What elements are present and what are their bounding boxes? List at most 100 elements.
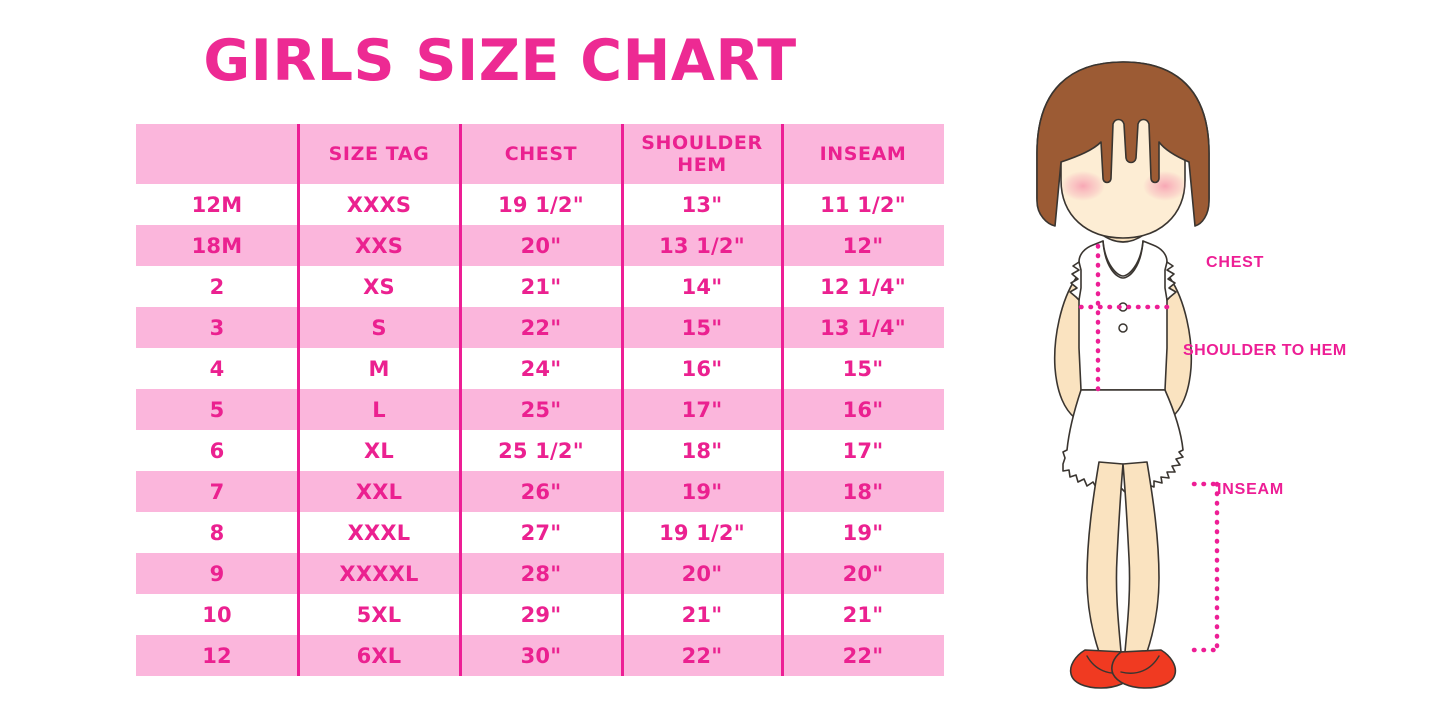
cell-shoulder-hem: 19 1/2" (622, 512, 782, 553)
cell-chest: 26" (460, 471, 622, 512)
column-divider-2 (459, 124, 462, 676)
cell-inseam: 13 1/4" (782, 307, 944, 348)
cell-size-tag: XXXXL (298, 553, 460, 594)
cell-size: 7 (136, 471, 298, 512)
cell-inseam: 18" (782, 471, 944, 512)
cell-size-tag: XXXL (298, 512, 460, 553)
table-row: 12M XXXS 19 1/2" 13" 11 1/2" (136, 184, 944, 225)
table-row: 5 L 25" 17" 16" (136, 389, 944, 430)
measurement-label-shoulder-to-hem: SHOULDER TO HEM (1183, 342, 1347, 359)
cell-size: 18M (136, 225, 298, 266)
table-row: 12 6XL 30" 22" 22" (136, 635, 944, 676)
table-row: 2 XS 21" 14" 12 1/4" (136, 266, 944, 307)
column-divider-3 (621, 124, 624, 676)
girl-figure-illustration (975, 38, 1275, 698)
table-row: 3 S 22" 15" 13 1/4" (136, 307, 944, 348)
cell-shoulder-hem: 13 1/2" (622, 225, 782, 266)
cell-inseam: 12" (782, 225, 944, 266)
inseam-measure-bracket (1191, 481, 1223, 653)
cell-shoulder-hem: 19" (622, 471, 782, 512)
blush-left (1061, 171, 1105, 201)
table-row: 8 XXXL 27" 19 1/2" 19" (136, 512, 944, 553)
cell-size-tag: XXS (298, 225, 460, 266)
cell-shoulder-hem: 21" (622, 594, 782, 635)
cell-size-tag: M (298, 348, 460, 389)
hair-front (1036, 61, 1210, 227)
shoe-right-strap (1120, 655, 1160, 674)
table-row: 6 XL 25 1/2" 18" 17" (136, 430, 944, 471)
cell-chest: 25 1/2" (460, 430, 622, 471)
cell-inseam: 16" (782, 389, 944, 430)
cell-inseam: 20" (782, 553, 944, 594)
size-chart-table-container: SIZE TAG CHEST SHOULDER HEM INSEAM 12M XX… (136, 124, 944, 676)
table-row: 10 5XL 29" 21" 21" (136, 594, 944, 635)
cell-chest: 30" (460, 635, 622, 676)
size-chart-table: SIZE TAG CHEST SHOULDER HEM INSEAM 12M XX… (136, 124, 944, 676)
cell-chest: 29" (460, 594, 622, 635)
cell-size: 6 (136, 430, 298, 471)
blush-right (1143, 171, 1187, 201)
table-body: 12M XXXS 19 1/2" 13" 11 1/2" 18M XXS 20" 13 1/2"… (136, 184, 944, 676)
cell-chest: 25" (460, 389, 622, 430)
sleeve-ruffle-right (1164, 261, 1177, 301)
cell-size-tag: 5XL (298, 594, 460, 635)
column-header-shoulder-hem: SHOULDER HEM (622, 124, 782, 184)
cell-inseam: 19" (782, 512, 944, 553)
cell-size-tag: S (298, 307, 460, 348)
column-divider-1 (297, 124, 300, 676)
column-header-inseam: INSEAM (782, 124, 944, 184)
cell-inseam: 22" (782, 635, 944, 676)
table-row: 18M XXS 20" 13 1/2" 12" (136, 225, 944, 266)
cell-size: 5 (136, 389, 298, 430)
column-header-size (136, 124, 298, 184)
skirt (1062, 389, 1184, 494)
cell-shoulder-hem: 13" (622, 184, 782, 225)
button-lower (1118, 323, 1128, 333)
cell-shoulder-hem: 22" (622, 635, 782, 676)
column-divider-4 (781, 124, 784, 676)
cell-inseam: 17" (782, 430, 944, 471)
cell-size: 8 (136, 512, 298, 553)
cell-chest: 21" (460, 266, 622, 307)
neckline (1102, 240, 1144, 279)
cell-chest: 24" (460, 348, 622, 389)
cell-size: 3 (136, 307, 298, 348)
cell-inseam: 11 1/2" (782, 184, 944, 225)
table-row: 9 XXXXL 28" 20" 20" (136, 553, 944, 594)
cell-inseam: 12 1/4" (782, 266, 944, 307)
cell-shoulder-hem: 18" (622, 430, 782, 471)
column-header-size-tag: SIZE TAG (298, 124, 460, 184)
cell-chest: 22" (460, 307, 622, 348)
cell-shoulder-hem: 20" (622, 553, 782, 594)
cell-size: 9 (136, 553, 298, 594)
cell-size: 12M (136, 184, 298, 225)
shoe-right (1111, 649, 1177, 689)
column-header-chest: CHEST (460, 124, 622, 184)
cell-shoulder-hem: 14" (622, 266, 782, 307)
cell-size-tag: XL (298, 430, 460, 471)
cell-inseam: 15" (782, 348, 944, 389)
sleeve-ruffle-left (1069, 261, 1082, 301)
measurement-label-inseam: INSEAM (1217, 481, 1285, 498)
table-header-row: SIZE TAG CHEST SHOULDER HEM INSEAM (136, 124, 944, 184)
cell-size: 2 (136, 266, 298, 307)
cell-chest: 28" (460, 553, 622, 594)
cell-size-tag: XXL (298, 471, 460, 512)
cell-chest: 19 1/2" (460, 184, 622, 225)
leg-right (1122, 461, 1160, 653)
cell-shoulder-hem: 15" (622, 307, 782, 348)
cell-size-tag: L (298, 389, 460, 430)
page-title: GIRLS SIZE CHART (203, 28, 797, 94)
cell-size: 4 (136, 348, 298, 389)
cell-size-tag: XXXS (298, 184, 460, 225)
cell-size: 12 (136, 635, 298, 676)
cell-chest: 20" (460, 225, 622, 266)
cell-shoulder-hem: 16" (622, 348, 782, 389)
measurement-label-chest: CHEST (1206, 254, 1265, 271)
cell-size-tag: 6XL (298, 635, 460, 676)
top-bodice (1078, 240, 1168, 391)
cell-chest: 27" (460, 512, 622, 553)
cell-size: 10 (136, 594, 298, 635)
table-row: 4 M 24" 16" 15" (136, 348, 944, 389)
table-row: 7 XXL 26" 19" 18" (136, 471, 944, 512)
